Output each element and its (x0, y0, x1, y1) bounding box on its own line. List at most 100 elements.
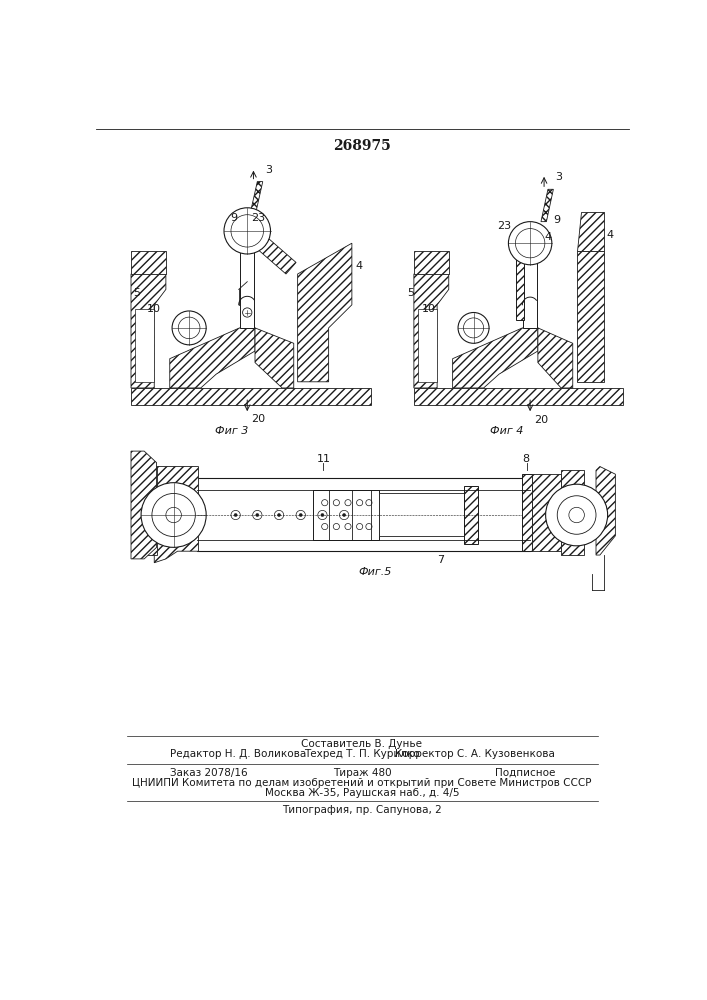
Text: 9: 9 (230, 213, 238, 223)
Text: 23: 23 (251, 213, 265, 223)
Polygon shape (538, 328, 573, 388)
Polygon shape (298, 243, 352, 382)
Polygon shape (577, 251, 604, 382)
Text: Корректор С. А. Кузовенкова: Корректор С. А. Кузовенкова (395, 749, 555, 759)
Circle shape (464, 318, 484, 338)
Bar (516, 251, 524, 320)
Circle shape (322, 500, 328, 506)
Circle shape (277, 513, 281, 517)
Circle shape (339, 510, 349, 520)
Text: Тираж 480: Тираж 480 (332, 768, 391, 778)
Circle shape (322, 523, 328, 530)
Circle shape (515, 229, 545, 258)
Bar (135, 309, 154, 382)
Text: 4: 4 (356, 261, 363, 271)
Text: 23: 23 (498, 221, 512, 231)
Text: 11: 11 (317, 454, 331, 464)
Bar (414, 388, 623, 405)
Circle shape (345, 500, 351, 506)
Circle shape (569, 507, 585, 523)
Text: 4: 4 (606, 231, 613, 240)
Circle shape (508, 222, 552, 265)
Text: Фиг 3: Фиг 3 (215, 426, 248, 436)
Text: Фиг.5: Фиг.5 (358, 567, 392, 577)
Bar (418, 309, 437, 382)
Circle shape (224, 208, 271, 254)
Text: Москва Ж-35, Раушская наб., д. 4/5: Москва Ж-35, Раушская наб., д. 4/5 (264, 788, 460, 798)
Text: ЦНИИПИ Комитета по делам изобретений и открытий при Совете Министров СССР: ЦНИИПИ Комитета по делам изобретений и о… (132, 778, 592, 788)
Circle shape (296, 510, 305, 520)
Polygon shape (170, 328, 255, 388)
Bar (313, 490, 379, 540)
Text: 20: 20 (534, 415, 548, 425)
Text: 4: 4 (544, 232, 552, 242)
Circle shape (458, 312, 489, 343)
Polygon shape (154, 466, 199, 563)
Text: Составитель В. Дунье: Составитель В. Дунье (301, 739, 423, 749)
Circle shape (321, 513, 324, 517)
Polygon shape (139, 466, 156, 532)
Circle shape (152, 493, 195, 537)
Text: Техред Т. П. Курилко: Техред Т. П. Курилко (304, 749, 420, 759)
Circle shape (234, 513, 237, 517)
Bar (197, 478, 530, 551)
Bar (240, 228, 255, 328)
Polygon shape (131, 274, 166, 388)
Polygon shape (577, 212, 604, 251)
Polygon shape (414, 274, 449, 388)
Circle shape (299, 513, 303, 517)
Circle shape (252, 510, 262, 520)
Text: 10: 10 (421, 304, 436, 314)
Polygon shape (414, 251, 449, 274)
Polygon shape (532, 474, 561, 551)
Circle shape (333, 500, 339, 506)
Circle shape (141, 483, 206, 547)
Text: 8: 8 (522, 454, 530, 464)
Bar (131, 388, 371, 405)
Bar (523, 243, 537, 328)
Circle shape (333, 523, 339, 530)
Polygon shape (139, 532, 156, 555)
Circle shape (317, 510, 327, 520)
Circle shape (366, 523, 372, 530)
Polygon shape (509, 232, 538, 259)
Text: Подписное: Подписное (495, 768, 555, 778)
Polygon shape (596, 466, 615, 555)
Circle shape (231, 510, 240, 520)
Circle shape (343, 513, 346, 517)
Circle shape (356, 500, 363, 506)
Bar (464, 486, 478, 544)
Polygon shape (541, 189, 554, 222)
Text: 20: 20 (251, 414, 265, 424)
Text: Заказ 2078/16: Заказ 2078/16 (170, 768, 247, 778)
Circle shape (172, 311, 206, 345)
Circle shape (345, 523, 351, 530)
Text: 5: 5 (134, 288, 140, 298)
Circle shape (243, 308, 252, 317)
Circle shape (557, 496, 596, 534)
Text: 7: 7 (437, 555, 444, 565)
Circle shape (356, 523, 363, 530)
Polygon shape (452, 328, 538, 388)
Circle shape (366, 500, 372, 506)
Circle shape (256, 513, 259, 517)
Bar (522, 474, 532, 551)
Polygon shape (131, 251, 166, 274)
Circle shape (178, 317, 200, 339)
Text: Фиг 4: Фиг 4 (490, 426, 524, 436)
Polygon shape (250, 182, 263, 216)
Polygon shape (561, 470, 585, 555)
Text: Типография, пр. Сапунова, 2: Типография, пр. Сапунова, 2 (282, 805, 442, 815)
Text: 3: 3 (555, 172, 562, 182)
Text: 3: 3 (265, 165, 272, 175)
Circle shape (546, 484, 607, 546)
Polygon shape (131, 451, 156, 559)
Text: 10: 10 (146, 304, 160, 314)
Text: 268975: 268975 (333, 139, 391, 153)
Bar (379, 493, 464, 536)
Text: 5: 5 (408, 288, 415, 298)
Text: 9: 9 (554, 215, 561, 225)
Circle shape (231, 215, 264, 247)
Text: Редактор Н. Д. Воликова: Редактор Н. Д. Воликова (170, 749, 306, 759)
Circle shape (166, 507, 182, 523)
